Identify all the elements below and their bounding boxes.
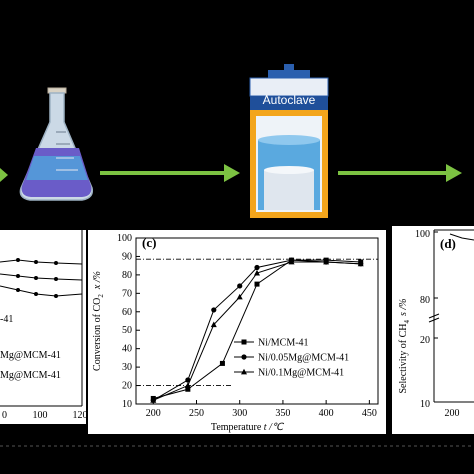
y-tick-label: 10 <box>420 399 430 410</box>
data-point-triangle <box>254 269 260 276</box>
autoclave-icon <box>249 64 329 218</box>
data-point-square <box>185 386 191 392</box>
panel-label-d: (d) <box>440 236 456 251</box>
series-line <box>153 261 361 401</box>
series-1 <box>150 257 364 401</box>
data-point-triangle <box>210 321 217 328</box>
left-marker <box>16 258 20 262</box>
y-tick-label: 30 <box>122 362 132 373</box>
right-chart-svg: (d) 100 80 20 10 200 Selectivity of CH4 s… <box>398 229 474 419</box>
y-tick-label: 50 <box>122 325 132 336</box>
data-point-triangle <box>323 258 330 265</box>
y-axis-label-sub: 2 <box>97 294 105 298</box>
y-axis-label-group: Conversion of CO2x /% <box>92 271 105 371</box>
data-point-square <box>241 339 247 345</box>
data-point-triangle <box>288 258 295 265</box>
data-point-circle <box>254 264 260 271</box>
flask-icon <box>19 87 94 201</box>
bottom-divider <box>0 445 474 447</box>
right-ylabel-text: Selectivity of CH <box>398 324 409 394</box>
series-2 <box>150 257 364 403</box>
process-schematic: Autoclave <box>0 64 462 218</box>
left-marker <box>54 277 58 281</box>
x-axis-label: Temperature t /℃ <box>211 422 285 433</box>
data-point-triangle <box>150 397 157 403</box>
left-tick-label: 100 <box>33 410 48 421</box>
series-line <box>153 259 361 401</box>
data-point-square <box>254 281 260 287</box>
arrow-2 <box>100 164 240 182</box>
x-tick-label: 400 <box>319 408 334 419</box>
y-tick-label: 80 <box>420 295 430 306</box>
left-legend-3: Mg@MCM-41 <box>0 370 61 381</box>
reference-lines <box>136 258 378 386</box>
arrow-3 <box>338 164 462 182</box>
left-marker <box>54 261 58 265</box>
left-marker <box>16 288 20 292</box>
x-tick-label: 300 <box>232 408 247 419</box>
chart-c-svg: (c) 200 250 300 350 400 450 10 20 30 40 50 60 70 80 90… <box>92 233 379 433</box>
data-point-triangle <box>357 260 364 267</box>
left-marker <box>34 260 38 264</box>
right-ylabel-sub: 4 <box>403 320 411 324</box>
data-point-square <box>219 360 225 366</box>
y-tick-label: 70 <box>122 288 132 299</box>
y-tick-label: 100 <box>117 233 132 244</box>
x-tick-label: 450 <box>362 408 377 419</box>
data-point-triangle <box>241 368 247 375</box>
y-tick-label: 20 <box>122 381 132 392</box>
left-tick-label: 120 <box>73 410 87 421</box>
left-legend-1: -41 <box>0 314 13 325</box>
x-tick-label: 200 <box>445 408 460 419</box>
data-point-circle <box>211 307 217 313</box>
autoclave-label: Autoclave <box>263 93 316 107</box>
series-group <box>150 257 364 403</box>
y-tick-label: 20 <box>420 335 430 346</box>
data-point-triangle <box>236 293 243 300</box>
legend: Ni/MCM-41 Ni/0.05Mg@MCM-41 Ni/0.1Mg@MCM-41 <box>234 338 349 379</box>
x-tick-label: 350 <box>275 408 290 419</box>
right-ylabel-var: s /% <box>398 299 409 317</box>
right-ylabel: Selectivity of CH4 s /% <box>398 299 411 394</box>
svg-text:Selectivity of CH4s /%: Selectivity of CH4 s /% <box>398 299 411 394</box>
y-axis-label: Conversion of CO2x /% <box>92 271 105 371</box>
panel-label-c: (c) <box>142 235 156 250</box>
y-axis-label-var: x /% <box>92 271 103 290</box>
x-tick-label: 250 <box>189 408 204 419</box>
left-chart-panel: -41 Mg@MCM-41 Mg@MCM-41 0 100 120 <box>0 230 88 424</box>
y-tick-label: 40 <box>122 344 132 355</box>
y-tick-label: 10 <box>122 399 132 410</box>
left-marker <box>54 294 58 298</box>
chart-c-panel: (c) 200 250 300 350 400 450 10 20 30 40 50 60 70 80 90… <box>88 230 386 434</box>
data-point-circle <box>237 283 243 289</box>
chart-axes: 200 250 300 350 400 450 10 20 30 40 50 60 70 80 90 100 <box>117 233 379 419</box>
series-3 <box>150 258 364 403</box>
left-chart-svg: -41 Mg@MCM-41 Mg@MCM-41 0 100 120 <box>0 230 88 421</box>
x-axis-label-var: t /℃ <box>264 422 285 433</box>
left-marker <box>34 276 38 280</box>
left-marker <box>34 292 38 296</box>
left-legend-2: Mg@MCM-41 <box>0 350 61 361</box>
arrow-1 <box>0 168 8 182</box>
y-tick-label: 80 <box>122 270 132 281</box>
y-tick-label: 60 <box>122 307 132 318</box>
y-tick-label: 90 <box>122 251 132 262</box>
left-tick-label: 0 <box>2 410 7 421</box>
x-tick-label: 200 <box>146 408 161 419</box>
legend-label: Ni/MCM-41 <box>258 338 309 349</box>
y-tick-label: 100 <box>415 229 430 240</box>
legend-label: Ni/0.1Mg@MCM-41 <box>258 368 344 379</box>
data-point-circle <box>241 354 247 360</box>
data-point-triangle <box>184 382 191 388</box>
left-marker <box>16 274 20 278</box>
right-chart-panel: (d) 100 80 20 10 200 Selectivity of CH4 s… <box>392 226 474 434</box>
legend-label: Ni/0.05Mg@MCM-41 <box>258 353 349 364</box>
plot-frame <box>135 237 379 405</box>
